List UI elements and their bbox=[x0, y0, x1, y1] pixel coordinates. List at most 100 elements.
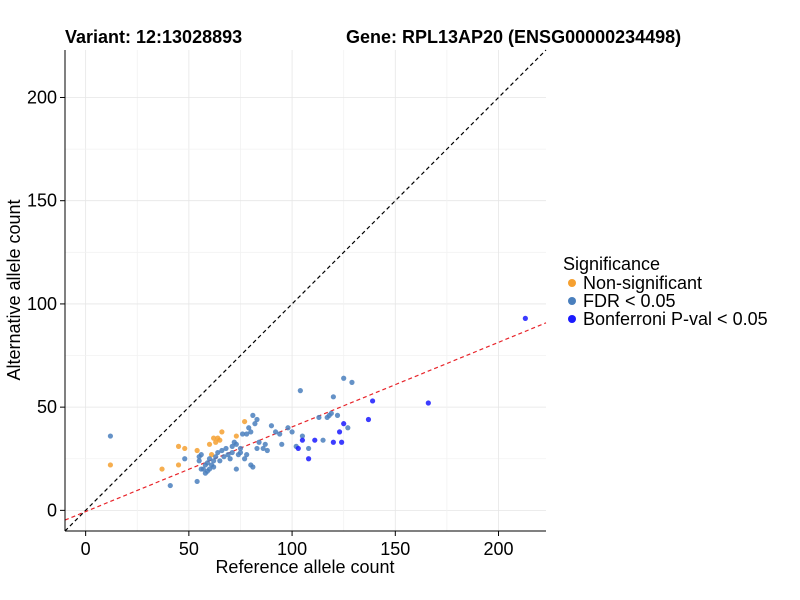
data-point-non-significant bbox=[194, 447, 200, 454]
x-axis-label: Reference allele count bbox=[215, 557, 394, 577]
data-point-fdr-0-05 bbox=[211, 464, 217, 470]
x-axis-ticks: 0 50 100 150 200 bbox=[81, 531, 514, 559]
data-point-non-significant bbox=[213, 439, 219, 445]
data-point-bonferroni-p-val-0-05 bbox=[369, 398, 376, 404]
data-point-non-significant bbox=[208, 452, 215, 458]
data-point-bonferroni-p-val-0-05 bbox=[336, 429, 343, 435]
data-point-bonferroni-p-val-0-05 bbox=[299, 437, 306, 443]
x-tick-label: 50 bbox=[179, 539, 199, 559]
data-point-fdr-0-05 bbox=[285, 425, 291, 431]
data-point-non-significant bbox=[182, 445, 188, 452]
x-tick-label: 100 bbox=[277, 539, 307, 559]
data-point-fdr-0-05 bbox=[299, 433, 306, 439]
data-point-fdr-0-05 bbox=[262, 441, 268, 447]
data-point-fdr-0-05 bbox=[229, 449, 235, 456]
data-point-non-significant bbox=[175, 462, 182, 468]
data-point-fdr-0-05 bbox=[225, 452, 231, 458]
legend-swatch bbox=[568, 315, 576, 323]
data-point-fdr-0-05 bbox=[330, 394, 336, 400]
data-point-fdr-0-05 bbox=[196, 458, 202, 464]
data-point-non-significant bbox=[219, 429, 225, 435]
data-point-non-significant bbox=[211, 435, 217, 441]
data-point-bonferroni-p-val-0-05 bbox=[305, 456, 312, 462]
data-point-fdr-0-05 bbox=[107, 433, 114, 439]
data-point-fdr-0-05 bbox=[250, 464, 256, 470]
data-point-fdr-0-05 bbox=[206, 466, 213, 472]
data-point-fdr-0-05 bbox=[223, 445, 229, 452]
data-point-fdr-0-05 bbox=[254, 416, 260, 423]
chart-title-gene: Gene: RPL13AP20 (ENSG00000234498) bbox=[346, 27, 681, 47]
data-point-fdr-0-05 bbox=[328, 410, 334, 416]
y-tick-label: 50 bbox=[37, 397, 57, 417]
legend-swatch bbox=[568, 279, 576, 287]
data-point-fdr-0-05 bbox=[316, 414, 322, 421]
data-point-fdr-0-05 bbox=[334, 412, 341, 418]
reference-line-identity bbox=[64, 49, 547, 532]
data-point-fdr-0-05 bbox=[297, 388, 303, 394]
data-point-non-significant bbox=[233, 433, 239, 439]
data-point-fdr-0-05 bbox=[248, 429, 254, 435]
data-point-fdr-0-05 bbox=[182, 456, 188, 462]
data-point-fdr-0-05 bbox=[244, 452, 250, 458]
data-point-fdr-0-05 bbox=[256, 439, 262, 445]
data-point-fdr-0-05 bbox=[320, 437, 326, 443]
data-point-fdr-0-05 bbox=[279, 441, 285, 447]
x-tick-label: 0 bbox=[81, 539, 91, 559]
legend-label: FDR < 0.05 bbox=[583, 291, 676, 311]
data-point-fdr-0-05 bbox=[239, 431, 246, 437]
data-point-non-significant bbox=[107, 462, 114, 468]
y-tick-label: 100 bbox=[27, 294, 57, 314]
y-axis-ticks: 0 50 100 150 200 bbox=[27, 87, 65, 520]
data-point-fdr-0-05 bbox=[211, 458, 217, 464]
data-point-fdr-0-05 bbox=[167, 482, 173, 489]
y-tick-label: 0 bbox=[47, 500, 57, 520]
legend-label: Bonferroni P-val < 0.05 bbox=[583, 309, 768, 329]
data-point-fdr-0-05 bbox=[246, 425, 252, 431]
data-point-bonferroni-p-val-0-05 bbox=[365, 416, 372, 423]
data-point-fdr-0-05 bbox=[227, 456, 233, 462]
data-point-non-significant bbox=[217, 437, 223, 443]
legend-swatch bbox=[568, 297, 576, 305]
data-point-fdr-0-05 bbox=[237, 449, 244, 456]
data-point-fdr-0-05 bbox=[219, 447, 225, 454]
data-point-non-significant bbox=[242, 418, 248, 425]
data-point-fdr-0-05 bbox=[242, 456, 248, 462]
data-point-fdr-0-05 bbox=[250, 412, 256, 418]
data-point-fdr-0-05 bbox=[194, 478, 200, 485]
data-points bbox=[107, 315, 528, 489]
x-tick-label: 150 bbox=[380, 539, 410, 559]
reference-lines bbox=[64, 49, 547, 532]
x-tick-label: 200 bbox=[483, 539, 513, 559]
data-point-fdr-0-05 bbox=[305, 445, 312, 452]
data-point-fdr-0-05 bbox=[198, 452, 204, 458]
y-tick-label: 200 bbox=[27, 87, 57, 107]
data-point-fdr-0-05 bbox=[260, 445, 266, 452]
data-point-non-significant bbox=[206, 441, 213, 447]
data-point-fdr-0-05 bbox=[200, 466, 206, 472]
data-point-fdr-0-05 bbox=[221, 454, 227, 460]
data-point-non-significant bbox=[159, 466, 165, 472]
data-point-bonferroni-p-val-0-05 bbox=[330, 439, 336, 445]
data-point-fdr-0-05 bbox=[277, 431, 283, 437]
data-point-fdr-0-05 bbox=[264, 447, 270, 454]
data-point-fdr-0-05 bbox=[237, 445, 244, 452]
data-point-fdr-0-05 bbox=[229, 443, 235, 449]
y-axis-label: Alternative allele count bbox=[4, 199, 24, 380]
data-point-fdr-0-05 bbox=[244, 431, 250, 437]
data-point-non-significant bbox=[175, 443, 182, 449]
data-point-fdr-0-05 bbox=[349, 379, 355, 385]
data-point-bonferroni-p-val-0-05 bbox=[339, 439, 345, 445]
data-point-fdr-0-05 bbox=[217, 458, 223, 464]
data-point-fdr-0-05 bbox=[215, 449, 221, 456]
data-point-fdr-0-05 bbox=[204, 460, 211, 466]
chart-title-variant: Variant: 12:13028893 bbox=[65, 27, 242, 47]
data-point-fdr-0-05 bbox=[252, 421, 258, 427]
data-point-fdr-0-05 bbox=[206, 456, 213, 462]
legend-label: Non-significant bbox=[583, 273, 702, 293]
data-point-bonferroni-p-val-0-05 bbox=[341, 421, 347, 427]
data-point-fdr-0-05 bbox=[272, 429, 279, 435]
y-tick-label: 150 bbox=[27, 191, 57, 211]
data-point-fdr-0-05 bbox=[213, 454, 219, 460]
